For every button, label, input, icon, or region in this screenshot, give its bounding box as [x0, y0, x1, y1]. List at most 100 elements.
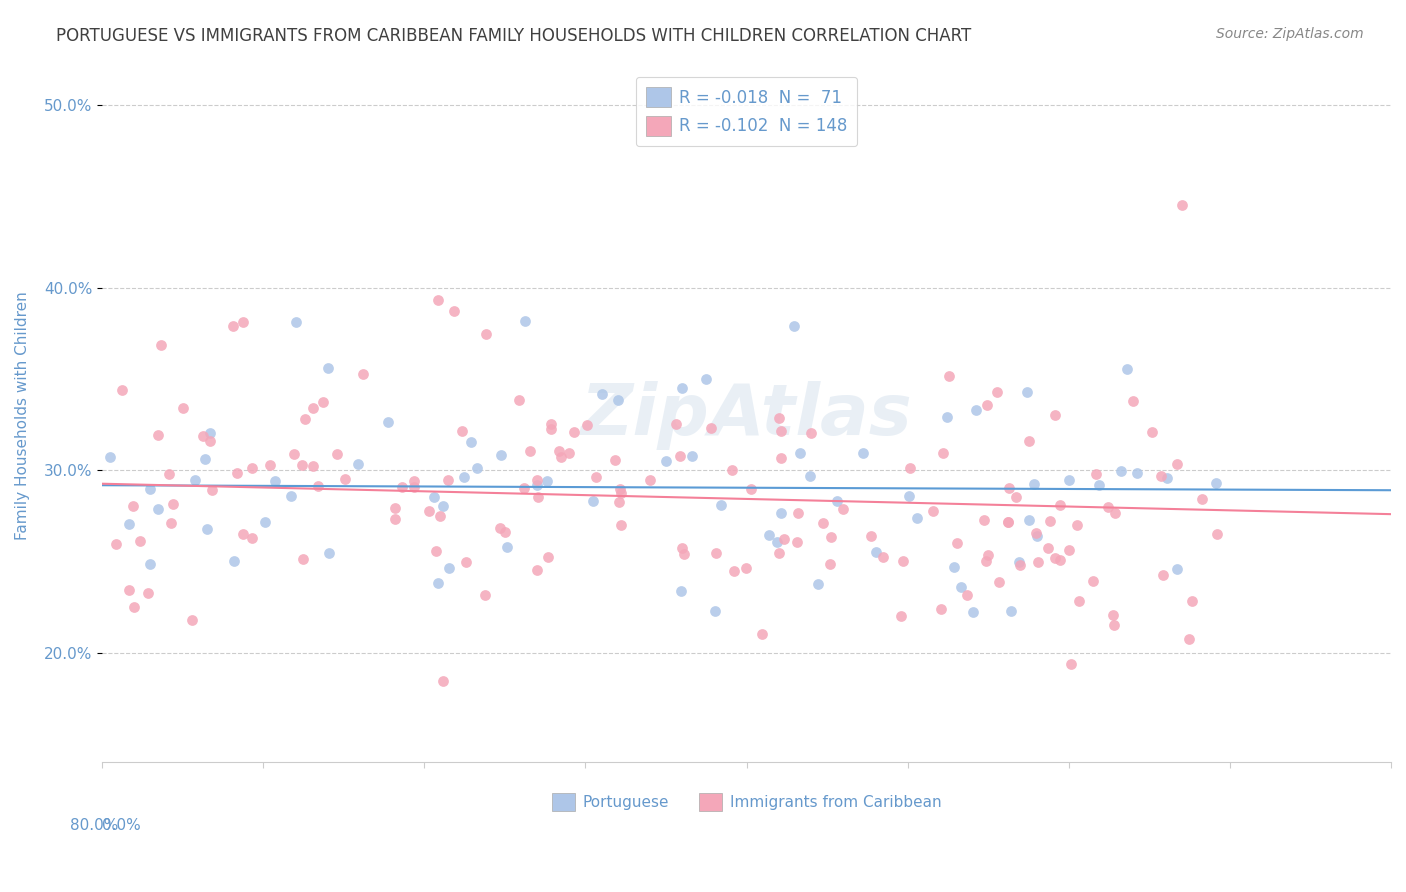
Point [609, 482, 631, 496]
Point [181, 614, 204, 628]
Point [191, 429, 214, 443]
Point [284, 315, 307, 329]
Point [548, 443, 571, 458]
Point [1116, 362, 1139, 376]
Point [922, 504, 945, 518]
Point [820, 530, 842, 544]
Point [1109, 464, 1132, 478]
Point [550, 450, 572, 464]
Point [770, 451, 793, 466]
Point [807, 577, 830, 591]
Point [118, 582, 141, 597]
Point [786, 506, 808, 520]
Point [1026, 555, 1049, 569]
Text: PORTUGUESE VS IMMIGRANTS FROM CARIBBEAN FAMILY HOUSEHOLDS WITH CHILDREN CORRELAT: PORTUGUESE VS IMMIGRANTS FROM CARIBBEAN … [56, 27, 972, 45]
Point [128, 533, 150, 548]
Point [1018, 434, 1040, 449]
Point [201, 483, 224, 497]
Point [770, 425, 793, 439]
Point [1036, 541, 1059, 555]
Point [292, 552, 315, 566]
Point [200, 434, 222, 448]
Point [1057, 542, 1080, 557]
Point [427, 293, 450, 307]
Point [422, 490, 444, 504]
Point [326, 447, 349, 461]
Point [905, 511, 928, 525]
Point [929, 602, 952, 616]
Point [1049, 498, 1071, 512]
Point [965, 403, 987, 417]
Point [1088, 477, 1111, 491]
Point [825, 494, 848, 508]
Point [962, 605, 984, 619]
Point [139, 557, 162, 571]
Point [264, 475, 287, 489]
Point [496, 541, 519, 555]
Point [162, 496, 184, 510]
Point [425, 544, 447, 558]
Point [699, 420, 721, 434]
Point [172, 401, 194, 416]
Point [607, 495, 630, 509]
Point [460, 435, 482, 450]
Point [157, 467, 180, 482]
Point [783, 318, 806, 333]
Point [456, 555, 478, 569]
Point [294, 411, 316, 425]
Point [766, 535, 789, 549]
Point [710, 498, 733, 512]
Point [1084, 467, 1107, 481]
Point [526, 477, 548, 491]
Point [1026, 529, 1049, 543]
Point [1008, 555, 1031, 569]
Point [789, 446, 811, 460]
Point [740, 482, 762, 496]
Point [706, 545, 728, 559]
Point [585, 470, 607, 484]
Point [536, 474, 558, 488]
Point [194, 452, 217, 467]
Point [758, 527, 780, 541]
Point [184, 473, 207, 487]
Point [377, 415, 399, 429]
Point [1024, 477, 1046, 491]
Point [1205, 476, 1227, 491]
Point [526, 562, 548, 576]
Point [1018, 512, 1040, 526]
Point [111, 384, 134, 398]
Point [655, 454, 678, 468]
Point [1060, 657, 1083, 671]
Point [1101, 607, 1123, 622]
Point [537, 550, 560, 565]
Point [811, 516, 834, 530]
Point [1057, 473, 1080, 487]
Point [638, 473, 661, 487]
Point [1000, 605, 1022, 619]
Point [508, 393, 530, 408]
Point [704, 604, 727, 618]
Point [222, 318, 245, 333]
Point [104, 537, 127, 551]
Point [138, 483, 160, 497]
Point [118, 516, 141, 531]
Point [681, 449, 703, 463]
Point [302, 459, 325, 474]
Point [852, 445, 875, 459]
Point [946, 536, 969, 550]
Point [831, 502, 853, 516]
Point [986, 384, 1008, 399]
Point [591, 387, 613, 401]
Point [1015, 384, 1038, 399]
Point [772, 532, 794, 546]
Point [427, 576, 450, 591]
Text: 0.0%: 0.0% [103, 818, 141, 833]
Point [311, 395, 333, 409]
Point [665, 417, 688, 431]
Point [997, 515, 1019, 529]
Point [1206, 527, 1229, 541]
Point [254, 515, 277, 529]
Point [671, 583, 693, 598]
Point [540, 421, 562, 435]
Point [1043, 408, 1066, 422]
